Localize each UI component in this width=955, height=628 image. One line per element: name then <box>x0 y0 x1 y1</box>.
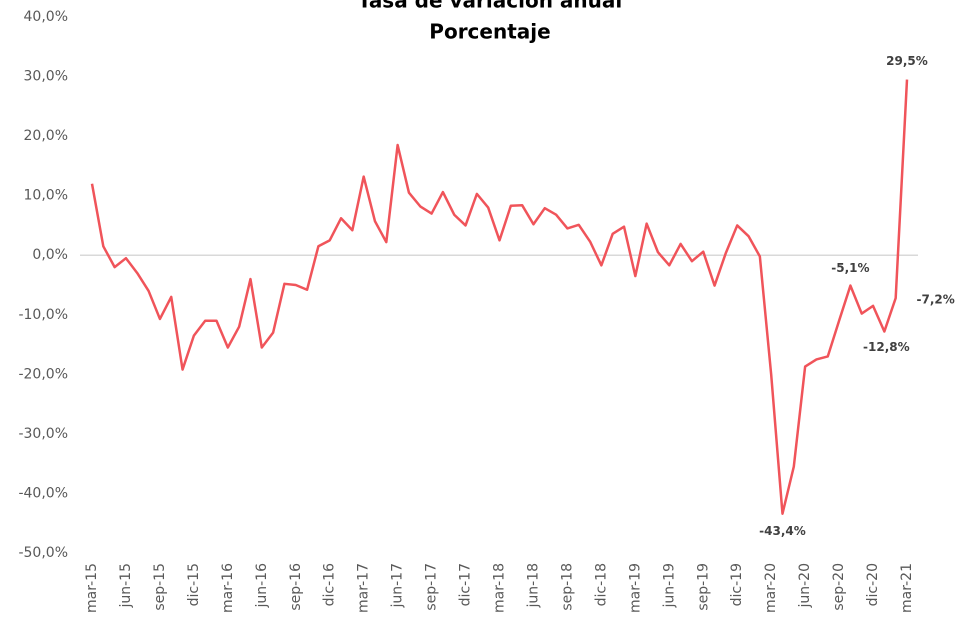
x-tick-label: dic-19 <box>729 563 745 606</box>
data-label: -43,4% <box>759 524 806 538</box>
x-tick-label: sep-16 <box>288 563 304 611</box>
x-tick-label: jun-17 <box>390 563 406 609</box>
x-tick-label: jun-15 <box>118 563 134 609</box>
x-tick-label: mar-21 <box>899 563 915 613</box>
data-label: -7,2% <box>917 293 955 307</box>
y-tick-label: 30,0% <box>24 69 68 85</box>
x-tick-label: dic-20 <box>865 563 881 606</box>
x-tick-label: dic-15 <box>186 563 202 606</box>
x-tick-label: sep-18 <box>559 563 575 611</box>
y-tick-label: 0,0% <box>32 247 68 263</box>
y-tick-label: -40,0% <box>18 485 68 501</box>
y-tick-label: 20,0% <box>24 128 68 144</box>
x-tick-label: jun-18 <box>525 563 541 609</box>
x-tick-label: mar-20 <box>763 563 779 613</box>
x-tick-label: dic-18 <box>593 563 609 606</box>
x-tick-label: mar-19 <box>627 563 643 613</box>
x-tick-label: sep-19 <box>695 563 711 611</box>
y-tick-label: -10,0% <box>18 307 68 323</box>
y-tick-label: -50,0% <box>18 545 68 561</box>
chart-subtitle: Porcentaje <box>429 20 550 44</box>
line-series <box>90 79 909 515</box>
x-tick-label: dic-16 <box>322 563 338 606</box>
chart-title: Tasa de variación anual <box>358 0 623 13</box>
x-tick-label: sep-17 <box>424 563 440 611</box>
data-label: 29,5% <box>886 54 928 68</box>
y-tick-label: -20,0% <box>18 366 68 382</box>
data-label: -5,1% <box>831 261 869 275</box>
x-tick-label: mar-15 <box>84 563 100 613</box>
x-tick-label: dic-17 <box>458 563 474 606</box>
x-tick-label: jun-16 <box>254 563 270 609</box>
x-tick-label: sep-20 <box>831 563 847 611</box>
y-tick-label: 10,0% <box>24 188 68 204</box>
y-tick-label: 40,0% <box>24 9 68 25</box>
x-tick-label: mar-16 <box>220 563 236 613</box>
x-tick-label: mar-18 <box>492 563 508 613</box>
x-tick-label: sep-15 <box>152 563 168 611</box>
x-tick-label: mar-17 <box>356 563 372 613</box>
data-label: -12,8% <box>863 340 910 354</box>
y-tick-label: -30,0% <box>18 426 68 442</box>
x-tick-label: jun-19 <box>661 563 677 609</box>
x-tick-label: jun-20 <box>797 563 813 609</box>
